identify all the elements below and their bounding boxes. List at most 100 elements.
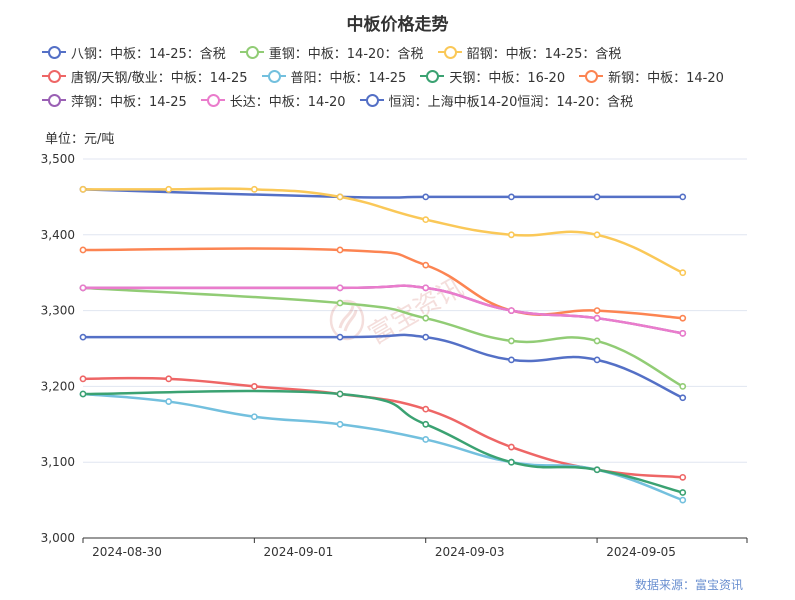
legend-item[interactable]: 八钢：中板：14-25：含税	[42, 43, 226, 62]
legend-item[interactable]: 新钢：中板：14-20	[579, 67, 724, 86]
source-note: 数据来源：富宝资讯	[634, 578, 743, 592]
legend-label: 韶钢：中板：14-25：含税	[466, 46, 622, 62]
data-point-6	[679, 314, 687, 322]
legend-item[interactable]: 唐钢/天钢/敬业：中板：14-25	[42, 67, 248, 86]
legend-label: 新钢：中板：14-20	[608, 70, 724, 86]
data-point-9	[422, 333, 430, 341]
series-line-5	[82, 389, 684, 494]
data-point-1	[336, 299, 344, 307]
data-point-5	[593, 466, 601, 474]
y-tick-label: 3,300	[41, 304, 75, 318]
series-line-0	[82, 188, 683, 199]
legend-item[interactable]: 普阳：中板：14-25	[261, 67, 407, 86]
data-point-3	[507, 443, 515, 451]
data-point-9	[507, 356, 515, 364]
data-point-6	[422, 261, 430, 269]
legend-item[interactable]: 天钢：中板：16-20	[420, 67, 565, 86]
legend-swatch-icon	[42, 93, 66, 107]
legend-label: 天钢：中板：16-20	[449, 70, 566, 86]
data-point-8	[679, 329, 687, 337]
y-tick-label: 3,200	[41, 379, 75, 393]
data-point-5	[79, 390, 87, 398]
legend-swatch-icon	[200, 93, 225, 107]
legend-item[interactable]: 重钢：中板：14-20：含税	[239, 43, 424, 62]
data-point-9	[593, 356, 601, 364]
legend-swatch-icon	[359, 93, 384, 107]
legend-label: 萍钢：中板：14-25	[71, 94, 187, 110]
legend-swatch-icon	[420, 69, 445, 83]
data-point-0	[422, 193, 430, 201]
data-point-3	[79, 375, 87, 383]
data-point-9	[679, 394, 687, 402]
data-point-8	[422, 284, 430, 292]
data-point-8	[507, 307, 515, 314]
data-point-4	[165, 398, 173, 405]
y-tick-label: 3,100	[41, 455, 75, 469]
x-tick-label: 2024-09-05	[606, 545, 676, 559]
data-point-2	[679, 269, 687, 277]
data-point-3	[165, 375, 173, 383]
series-line-2	[83, 187, 684, 274]
data-point-4	[422, 436, 430, 443]
data-point-2	[250, 185, 258, 193]
data-point-8	[593, 314, 601, 322]
data-point-3	[679, 473, 687, 481]
legend-swatch-icon	[261, 69, 286, 83]
data-point-9	[79, 333, 87, 341]
data-point-2	[165, 185, 173, 193]
data-point-3	[250, 382, 258, 390]
chart-title: 中板价格走势	[346, 15, 449, 35]
data-point-2	[593, 231, 601, 239]
axes: 3,000 3,100 3,200 3,300 3,400 3,500 2024-08-30…	[41, 152, 748, 559]
legend-label: 唐钢/天钢/敬业：中板：14-25	[71, 70, 248, 86]
data-point-1	[593, 337, 601, 345]
legend-swatch-icon	[42, 69, 66, 83]
data-point-9	[336, 333, 344, 341]
data-point-0	[593, 193, 601, 201]
data-point-5	[679, 489, 687, 496]
data-point-4	[250, 413, 258, 421]
legend-label: 普阳：中板：14-25	[290, 70, 407, 86]
legend-swatch-icon	[42, 45, 66, 59]
watermark-text: 富宝资讯	[364, 273, 469, 351]
legend-label: 恒润：上海中板14-20恒润：14-20：含税	[388, 94, 634, 110]
legend-item[interactable]: 萍钢：中板：14-25	[42, 91, 187, 110]
data-point-2	[422, 216, 430, 224]
legend-label: 八钢：中板：14-25：含税	[71, 46, 226, 62]
data-point-6	[79, 246, 87, 254]
data-point-2	[79, 185, 87, 193]
data-point-1	[507, 337, 515, 345]
data-point-8	[336, 284, 344, 292]
data-point-5	[422, 420, 430, 428]
data-point-3	[422, 405, 430, 413]
data-point-5	[507, 458, 515, 466]
legend-item[interactable]: 恒润：上海中板14-20恒润：14-20：含税	[359, 91, 634, 110]
x-tick-label: 2024-09-01	[263, 545, 333, 559]
data-point-5	[336, 390, 344, 398]
data-point-2	[336, 193, 344, 201]
series-line-4	[82, 392, 684, 502]
data-point-6	[336, 246, 344, 254]
chart-legend: 八钢：中板：14-25：含税 重钢：中板：14-20：含税 韶钢：中板：14-25：…	[42, 40, 782, 112]
data-point-4	[679, 496, 687, 504]
legend-item[interactable]: 韶钢：中板：14-25：含税	[437, 43, 622, 62]
data-point-2	[507, 231, 515, 239]
y-tick-label: 3,000	[41, 531, 75, 545]
series-markers	[79, 185, 687, 504]
data-point-1	[422, 314, 430, 322]
legend-row: 唐钢/天钢/敬业：中板：14-25 普阳：中板：14-25 天钢：中板：16-20 新…	[42, 64, 782, 88]
data-point-8	[79, 284, 87, 292]
y-tick-label: 3,500	[41, 152, 75, 166]
x-tick-label: 2024-09-03	[435, 545, 505, 559]
x-tick-label: 2024-08-30	[92, 545, 162, 559]
y-tick-label: 3,400	[41, 228, 75, 242]
legend-swatch-icon	[437, 45, 462, 59]
legend-item[interactable]: 长达：中板：14-20	[200, 91, 346, 110]
watermark-logo-icon	[329, 299, 365, 341]
legend-label: 重钢：中板：14-20：含税	[268, 46, 424, 62]
data-point-6	[593, 307, 601, 314]
legend-swatch-icon	[239, 45, 264, 59]
data-point-4	[336, 420, 344, 428]
data-point-0	[679, 193, 687, 201]
